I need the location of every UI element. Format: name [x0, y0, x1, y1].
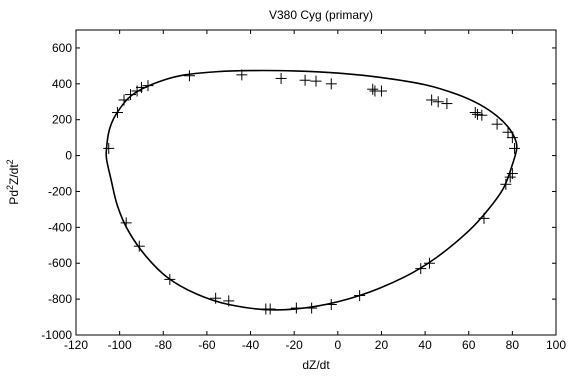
data-point: [133, 240, 145, 252]
y-axis-label-sup2: 2: [5, 159, 15, 164]
y-tick-label: -1000: [41, 328, 72, 342]
data-point: [299, 74, 311, 86]
data-point: [325, 299, 337, 310]
data-point: [183, 70, 195, 82]
data-point: [423, 257, 435, 269]
x-tick-label: -80: [155, 338, 173, 352]
data-point: [375, 85, 387, 97]
data-point: [476, 109, 488, 121]
x-tick-label: 60: [462, 338, 476, 352]
x-tick-label: -100: [108, 338, 132, 352]
x-tick-label: -40: [242, 338, 260, 352]
data-point: [290, 302, 302, 314]
data-point: [260, 303, 272, 315]
y-tick-label: -400: [48, 220, 72, 234]
data-point: [236, 69, 248, 81]
data-point: [504, 171, 516, 183]
data-point: [120, 217, 132, 229]
y-tick-label: -800: [48, 292, 72, 306]
data-point: [500, 178, 512, 190]
y-tick-label: 200: [52, 113, 72, 127]
x-axis-label: dZ/dt: [302, 358, 330, 372]
data-point: [426, 94, 438, 106]
x-tick-label: -20: [286, 338, 304, 352]
data-point: [509, 142, 521, 154]
data-point: [125, 89, 137, 101]
data-point: [354, 290, 366, 302]
data-point: [471, 108, 483, 120]
data-point: [367, 83, 379, 95]
x-tick-label: 20: [375, 338, 389, 352]
data-point: [441, 98, 453, 110]
data-point: [491, 118, 503, 130]
data-point: [506, 132, 518, 144]
y-tick-label: -600: [48, 256, 72, 270]
data-point: [164, 273, 176, 285]
y-axis-label-sup1: 2: [5, 185, 15, 190]
x-tick-label: 100: [546, 338, 566, 352]
data-point: [275, 72, 287, 84]
x-axis: -120 -100 -80 -60 -40 -20 0 20 40 60 80 100: [64, 30, 566, 352]
data-point: [310, 75, 322, 87]
data-point: [142, 80, 154, 92]
chart-title: V380 Cyg (primary): [269, 8, 373, 22]
data-point: [111, 107, 123, 119]
x-tick-label: -60: [198, 338, 216, 352]
y-tick-label: 0: [65, 149, 72, 163]
data-point: [306, 302, 318, 314]
y-axis-label-mid: Z/dt: [7, 164, 21, 185]
x-tick-label: 0: [334, 338, 341, 352]
data-point: [118, 94, 130, 106]
y-axis-label: Pd2Z/dt2: [5, 159, 21, 204]
y-axis: -1000 -800 -600 -400 -200 0 200 400 600: [41, 41, 556, 342]
data-point: [415, 263, 427, 275]
y-tick-label: -200: [48, 184, 72, 198]
y-tick-label: 400: [52, 77, 72, 91]
data-point: [432, 96, 444, 108]
data-point: [103, 142, 115, 154]
data-point: [135, 81, 147, 93]
x-tick-label: 80: [506, 338, 520, 352]
x-tick-label: -120: [64, 338, 88, 352]
data-point: [325, 78, 337, 90]
data-point: [478, 212, 490, 224]
data-point: [210, 292, 222, 304]
y-axis-label-base: Pd: [7, 190, 21, 205]
data-point: [223, 295, 235, 307]
x-tick-label: 40: [418, 338, 432, 352]
data-point: [502, 126, 514, 138]
data-point: [469, 107, 481, 119]
data-points-layer: [103, 69, 521, 315]
y-tick-label: 600: [52, 41, 72, 55]
